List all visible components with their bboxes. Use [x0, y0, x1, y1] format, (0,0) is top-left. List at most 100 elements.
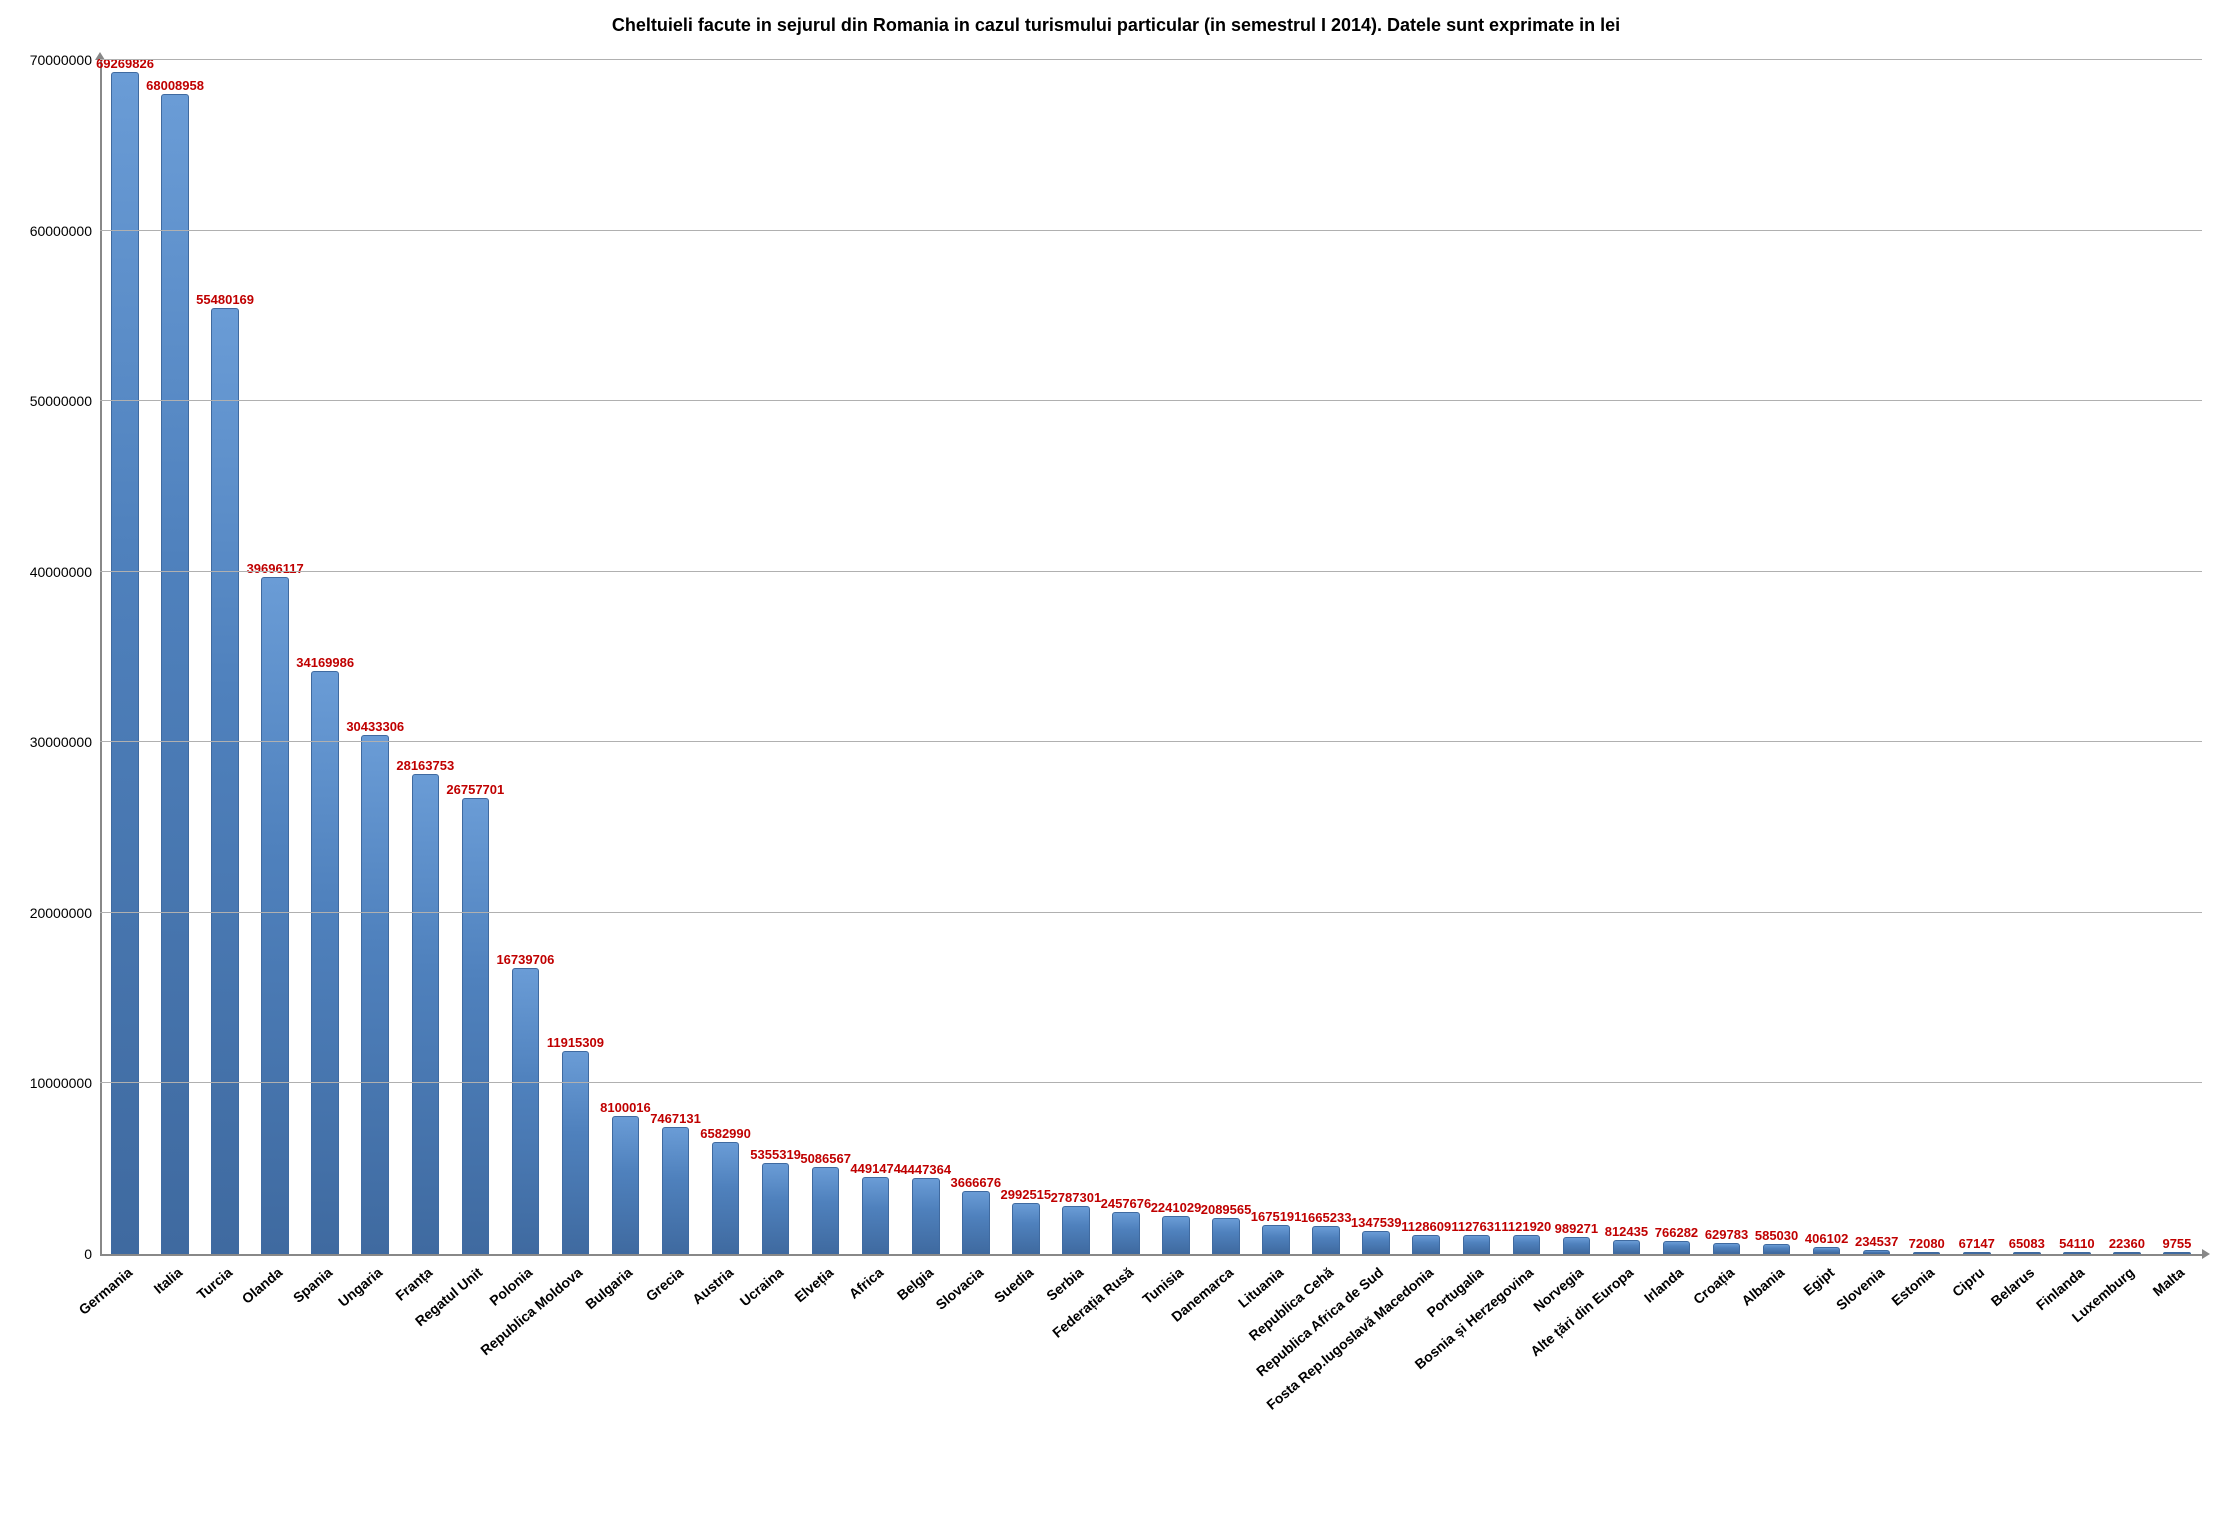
bar: 2089565 — [1212, 1218, 1240, 1254]
x-axis-label: Malta — [2150, 1264, 2188, 1299]
bar-slot: 68008958Italia — [150, 60, 200, 1254]
bar-slot: 55480169Turcia — [200, 60, 250, 1254]
y-tick-label: 30000000 — [30, 734, 100, 750]
bar: 1128609 — [1412, 1235, 1440, 1254]
bar-value-label: 72080 — [1909, 1236, 1945, 1251]
x-axis-label: Germania — [76, 1264, 136, 1318]
bar-value-label: 11915309 — [547, 1035, 604, 1050]
bar-value-label: 8100016 — [600, 1100, 651, 1115]
chart-container: Cheltuieli facute in sejurul din Romania… — [0, 0, 2232, 1536]
bar: 69269826 — [111, 72, 139, 1254]
bar-slot: 406102Egipt — [1802, 60, 1852, 1254]
bar-slot: 4447364Belgia — [901, 60, 951, 1254]
bar-slot: 30433306Ungaria — [350, 60, 400, 1254]
chart-title: Cheltuieli facute in sejurul din Romania… — [0, 15, 2232, 36]
bar-value-label: 68008958 — [146, 78, 204, 93]
bar: 16739706 — [512, 968, 540, 1254]
gridline — [100, 230, 2202, 231]
bar-value-label: 9755 — [2162, 1236, 2191, 1251]
bar-value-label: 67147 — [1959, 1236, 1995, 1251]
bar-slot: 2241029Tunisia — [1151, 60, 1201, 1254]
bar-value-label: 55480169 — [196, 292, 254, 307]
y-tick-label: 10000000 — [30, 1075, 100, 1091]
x-axis-label: Bulgaria — [583, 1264, 636, 1312]
bar: 11915309 — [562, 1051, 590, 1254]
bar-value-label: 6582990 — [700, 1126, 751, 1141]
bar: 9755 — [2163, 1252, 2191, 1254]
bar-slot: 2787301Serbia — [1051, 60, 1101, 1254]
bar-slot: 629783Croația — [1702, 60, 1752, 1254]
bar-value-label: 54110 — [2059, 1236, 2094, 1251]
bar: 67147 — [1963, 1252, 1991, 1254]
x-axis-label: Irlanda — [1641, 1264, 1686, 1306]
bar: 1127631 — [1463, 1235, 1491, 1254]
bar-value-label: 4491474 — [850, 1161, 901, 1176]
bar-slot: 766282Irlanda — [1651, 60, 1701, 1254]
bar-value-label: 3666676 — [950, 1175, 1001, 1190]
bar-slot: 6582990Austria — [701, 60, 751, 1254]
y-tick-label: 50000000 — [30, 393, 100, 409]
bar: 1121920 — [1513, 1235, 1541, 1254]
bar: 26757701 — [462, 798, 490, 1254]
bar-slot: 8100016Bulgaria — [600, 60, 650, 1254]
gridline — [100, 59, 2202, 60]
gridline — [100, 571, 2202, 572]
x-axis-arrow-icon — [2202, 1249, 2210, 1259]
gridline — [100, 741, 2202, 742]
bar: 1347539 — [1362, 1231, 1390, 1254]
x-axis-label: Franța — [393, 1264, 436, 1304]
x-axis-label: Elveția — [791, 1264, 836, 1305]
x-axis-label: Cipru — [1949, 1264, 1987, 1300]
bar-slot: 1347539Republica Africa de Sud — [1351, 60, 1401, 1254]
x-axis-label: Croația — [1690, 1264, 1737, 1307]
bar: 6582990 — [712, 1142, 740, 1254]
x-axis-label: Suedia — [991, 1264, 1036, 1306]
bar-slot: 989271Norvegia — [1551, 60, 1601, 1254]
bar-value-label: 1665233 — [1301, 1210, 1352, 1225]
bar: 989271 — [1563, 1237, 1591, 1254]
bars-area: 69269826Germania68008958Italia55480169Tu… — [100, 60, 2202, 1254]
bar-value-label: 5086567 — [800, 1151, 851, 1166]
bar-value-label: 812435 — [1605, 1224, 1648, 1239]
bar-slot: 1675191Lituania — [1251, 60, 1301, 1254]
x-axis-label: Belarus — [1987, 1264, 2037, 1309]
bar-slot: 26757701Regatul Unit — [450, 60, 500, 1254]
gridline — [100, 912, 2202, 913]
bar: 65083 — [2013, 1252, 2041, 1254]
bar-value-label: 16739706 — [496, 952, 554, 967]
x-axis-label: Slovacia — [932, 1264, 986, 1313]
gridline — [100, 1082, 2202, 1083]
bar: 234537 — [1863, 1250, 1891, 1254]
bar-value-label: 2241029 — [1151, 1200, 1202, 1215]
bar-slot: 34169986Spania — [300, 60, 350, 1254]
bar: 8100016 — [612, 1116, 640, 1254]
bar-value-label: 1347539 — [1351, 1215, 1402, 1230]
x-axis-label: Albania — [1738, 1264, 1787, 1309]
bar-value-label: 1127631 — [1451, 1219, 1501, 1234]
y-tick-label: 40000000 — [30, 564, 100, 580]
bar: 55480169 — [211, 308, 239, 1254]
bar: 406102 — [1813, 1247, 1841, 1254]
bar-slot: 2089565Danemarca — [1201, 60, 1251, 1254]
bar-slot: 7467131Grecia — [651, 60, 701, 1254]
bar: 2992515 — [1012, 1203, 1040, 1254]
x-axis-label: Republica Cehă — [1246, 1264, 1337, 1344]
bar-slot: 39696117Olanda — [250, 60, 300, 1254]
bar-slot: 16739706Polonia — [500, 60, 550, 1254]
bar-slot: 9755Malta — [2152, 60, 2202, 1254]
x-axis-label: Slovenia — [1833, 1264, 1887, 1313]
bar: 54110 — [2063, 1252, 2091, 1254]
bar: 3666676 — [962, 1191, 990, 1254]
bar-value-label: 2089565 — [1201, 1202, 1252, 1217]
bar: 2787301 — [1062, 1206, 1090, 1254]
bar-value-label: 5355319 — [750, 1147, 801, 1162]
bar-slot: 5355319Ucraina — [751, 60, 801, 1254]
bar-value-label: 989271 — [1555, 1221, 1598, 1236]
x-axis-label: Africa — [845, 1264, 886, 1302]
bar: 629783 — [1713, 1243, 1741, 1254]
bar-slot: 11915309Republica Moldova — [550, 60, 600, 1254]
y-tick-label: 70000000 — [30, 52, 100, 68]
x-axis-label: Serbia — [1043, 1264, 1086, 1304]
x-axis-label: Tunisia — [1139, 1264, 1186, 1307]
bar: 1665233 — [1312, 1226, 1340, 1254]
